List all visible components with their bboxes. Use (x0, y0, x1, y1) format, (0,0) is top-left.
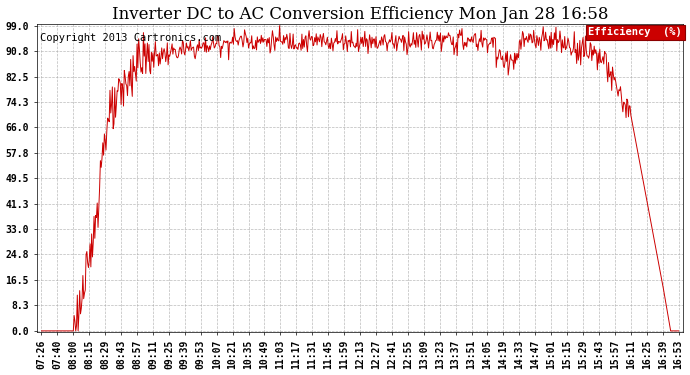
Text: Efficiency  (%): Efficiency (%) (589, 27, 682, 37)
Text: Copyright 2013 Cartronics.com: Copyright 2013 Cartronics.com (40, 33, 221, 44)
Title: Inverter DC to AC Conversion Efficiency Mon Jan 28 16:58: Inverter DC to AC Conversion Efficiency … (112, 6, 609, 22)
